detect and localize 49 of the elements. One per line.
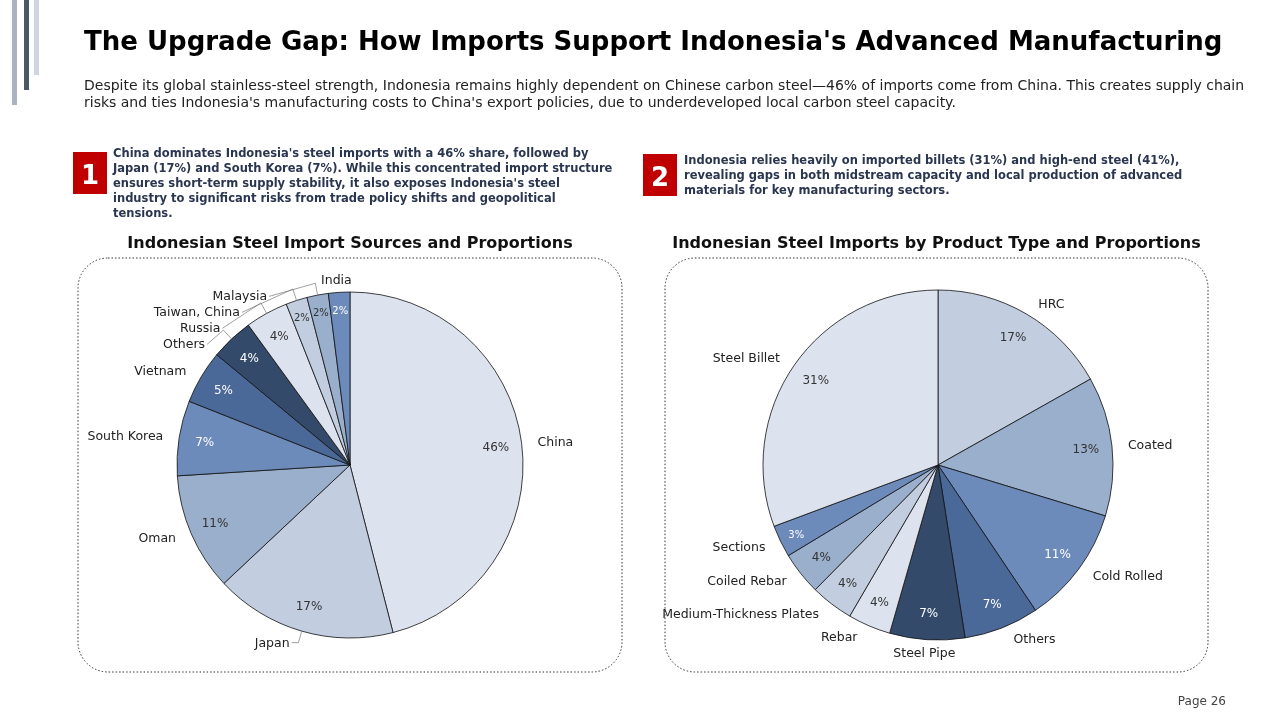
data-label: 11% [1044,546,1071,561]
data-label: 2% [332,304,349,316]
data-label: 7% [195,435,215,449]
text: The Upgrade Gap: How Imports Support Indonesia's Advanced Manufacturing [84,26,1223,56]
slice-label: Cold Rolled [1092,568,1163,584]
slice-label: Russia [180,320,221,336]
slice-label: South Korea [87,428,164,444]
data-label: 4% [869,594,889,609]
data-label: 3% [788,528,805,540]
chart-title: Indonesian Steel Imports by Product Type and Proportions [672,233,1201,252]
slice-label: Steel Pipe [893,644,956,660]
chart-title: Indonesian Steel Import Sources and Proportions [127,233,573,252]
data-label: 46% [482,439,510,454]
text: Despite its global stainless-steel strength, Indonesia remains highly dependent on Chinese carbon steel—46% of imports come from China. This creates supply chain risks and ties Indonesia's manufacturing costs to China's export policies, due to underdeveloped local carbon steel capacity. [84,77,1245,110]
slice-label: Taiwan, China [152,304,240,320]
data-label: 2% [293,311,310,323]
slice-label: Steel Billet [712,350,781,366]
data-label: 11% [201,516,229,531]
slice-label: Coiled Rebar [707,572,788,588]
slice-label: Medium-Thickness Plates [662,605,820,621]
text: Page 26 [1177,694,1226,708]
data-label: 17% [999,329,1027,344]
data-label: 2% [312,307,329,319]
slice-label: China [537,433,574,449]
slice-label: India [321,272,352,288]
slice-label: Vietnam [134,362,187,378]
slice-label: Japan [253,634,290,650]
text: 2 [650,162,670,192]
slice-label: Others [1013,631,1056,647]
slice-label: Malaysia [212,288,268,304]
data-label: 31% [802,373,830,388]
text: 1 [80,160,100,190]
text: China dominates Indonesia's steel imports with a 46% share, followed by Japan (17%) and South Korea (7%). While this concentrated import structure ensures short-term supply stability, it also exposes Indonesia's steel industry to significant risks from trade policy shifts and geopolitical tensions. [112,146,613,220]
data-label: 13% [1072,441,1100,456]
data-label: 5% [213,383,233,398]
text: Indonesia relies heavily on imported billets (31%) and high-end steel (41%), revealing gaps in both midstream capacity and local production of advanced materials for key manufacturing sectors. [684,153,1183,197]
data-label: 7% [982,596,1002,611]
slice-label: Oman [138,530,177,546]
slice-label: Coated [1127,436,1173,452]
data-label: 4% [811,550,831,565]
data-label: 7% [919,606,939,621]
slice-label: HRC [1038,295,1065,311]
data-label: 4% [269,329,289,344]
slice-label: Sections [712,538,766,554]
slice-label: Others [163,336,206,352]
data-label: 4% [239,350,259,365]
data-label: 17% [295,599,323,614]
slice-label: Rebar [820,628,859,644]
data-label: 4% [838,576,858,591]
